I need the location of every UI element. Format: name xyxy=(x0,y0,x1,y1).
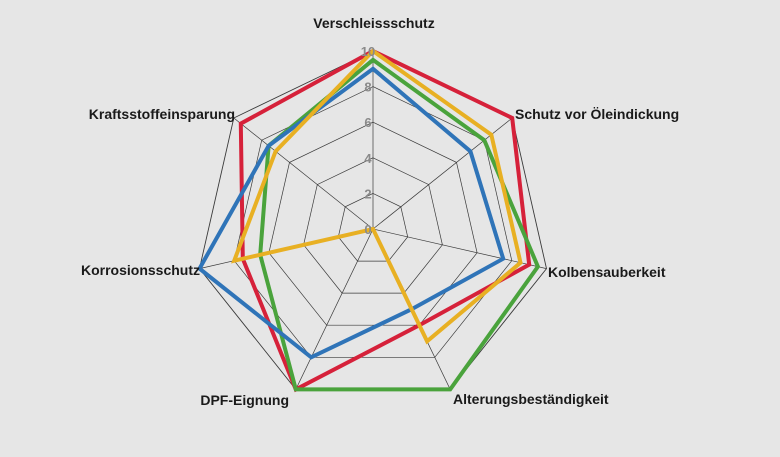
tick-label: 8 xyxy=(364,80,371,95)
tick-label: 2 xyxy=(364,186,371,201)
tick-label: 10 xyxy=(361,44,375,59)
grid-spoke xyxy=(295,228,374,390)
axis-label: Verschleissschutz xyxy=(313,15,434,31)
axis-label: Kolbensauberkeit xyxy=(548,264,666,280)
radar-series xyxy=(196,48,541,393)
grid-spoke xyxy=(372,228,547,269)
grid-spoke xyxy=(233,117,374,230)
tick-label: 6 xyxy=(364,115,371,130)
grid-spoke xyxy=(372,117,513,230)
grid-ring xyxy=(233,86,513,358)
tick-label: 4 xyxy=(364,151,372,166)
series-line-2 xyxy=(258,57,541,392)
series-line-3 xyxy=(196,66,506,360)
series-line-1 xyxy=(238,48,532,393)
tick-label: 0 xyxy=(364,222,371,237)
axis-label: Korrosionsschutz xyxy=(81,262,200,278)
axis-label: Alterungsbeständigkeit xyxy=(453,391,609,407)
radial-ticks: 0 2 4 6 8 10 xyxy=(361,44,375,237)
grid-ring xyxy=(337,193,409,262)
axis-label: Kraftsstoffeinsparung xyxy=(89,106,235,122)
axis-label: Schutz vor Öleindickung xyxy=(515,106,679,122)
axis-labels: Verschleissschutz Schutz vor Öleindickung… xyxy=(81,15,679,408)
grid-ring xyxy=(268,121,478,326)
grid-ring xyxy=(303,157,443,294)
series-line-4 xyxy=(231,48,523,345)
axis-label: DPF-Eignung xyxy=(200,392,289,408)
